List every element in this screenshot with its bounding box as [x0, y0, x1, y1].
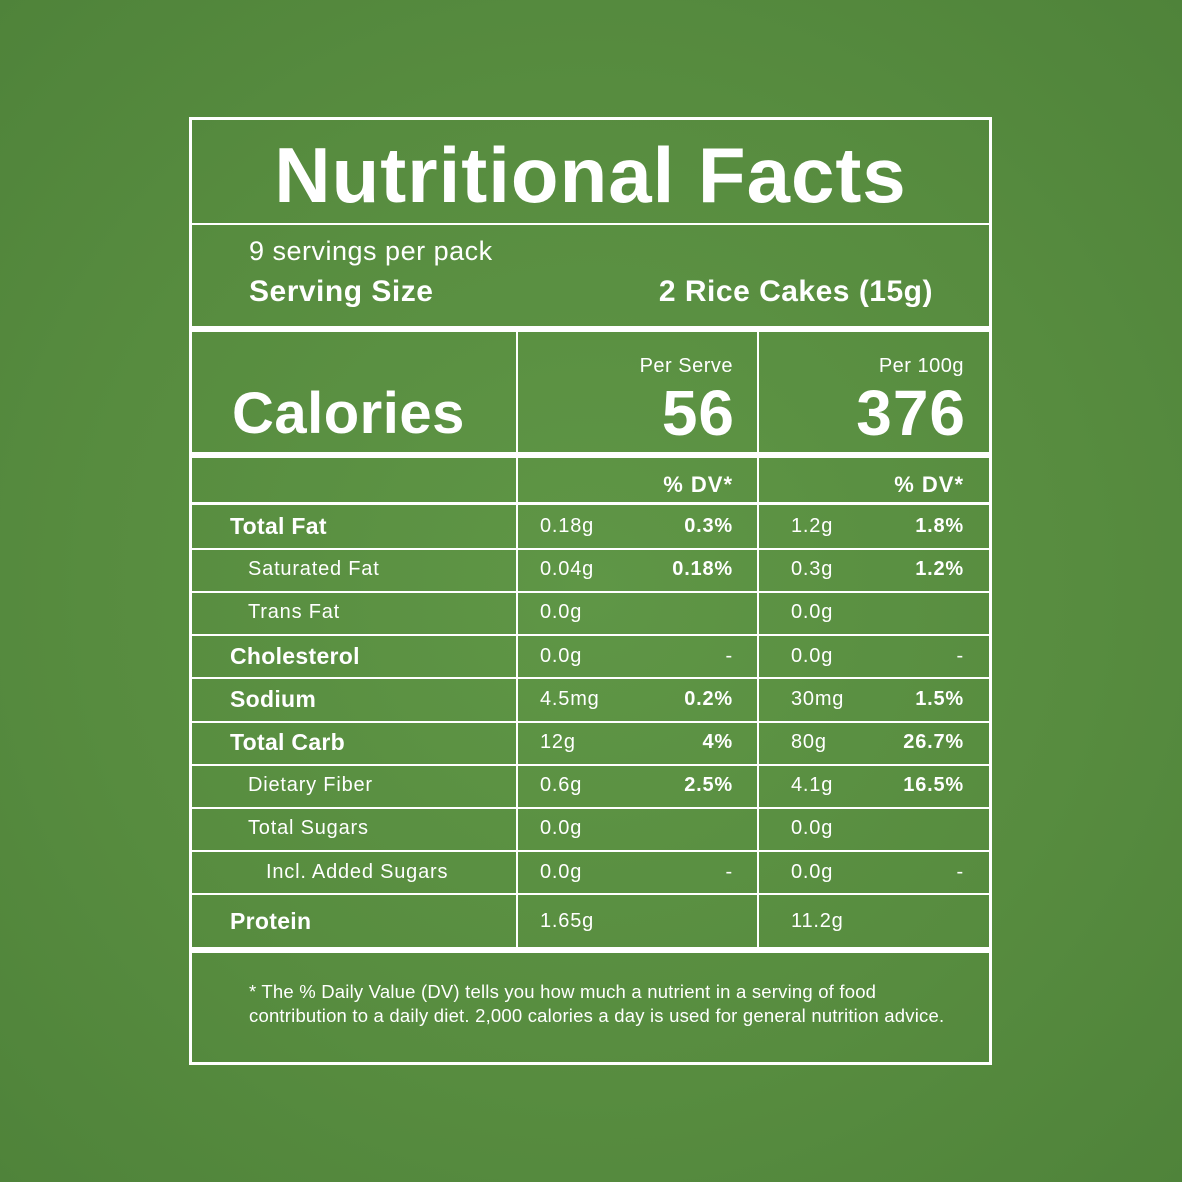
per-serve-dv: 0.2%	[684, 687, 733, 710]
per-100g-label: Per 100g	[878, 355, 964, 377]
divider	[192, 502, 989, 505]
nutrient-name: Dietary Fiber	[248, 774, 373, 797]
calories-label: Calories	[232, 381, 465, 446]
row-divider	[192, 893, 989, 896]
row-divider	[192, 850, 989, 853]
table-row: Cholesterol 0.0g - 0.0g -	[192, 636, 989, 677]
calories-per-serve: 56	[661, 377, 735, 449]
per-100g-dv: -	[956, 644, 964, 667]
per-serve-dv: -	[725, 644, 733, 667]
row-divider	[192, 590, 989, 593]
nutrient-name: Sodium	[230, 685, 317, 712]
per-serve-dv: 4%	[702, 731, 733, 753]
panel-title: Nutritional Facts	[274, 131, 907, 219]
per-serve-amount: 0.0g	[540, 601, 583, 624]
table-row: Trans Fat 0.0g 0.0g	[192, 592, 989, 633]
per-serve-amount: 0.0g	[540, 644, 583, 667]
nutrition-facts-panel: Nutritional Facts 9 servings per pack Se…	[189, 117, 992, 1065]
nutrient-name: Total Fat	[230, 513, 327, 539]
table-row: Protein 1.65g 11.2g	[192, 895, 989, 947]
row-divider	[192, 763, 989, 766]
column-divider	[757, 332, 759, 949]
table-row: Sodium 4.5mg 0.2% 30mg 1.5%	[192, 679, 989, 720]
per-serve-amount: 12g	[540, 731, 576, 753]
per-serve-amount: 4.5mg	[540, 687, 600, 710]
divider	[192, 223, 989, 225]
nutrient-name: Incl. Added Sugars	[266, 860, 449, 883]
per-100g-amount: 30mg	[791, 687, 845, 710]
per-serve-dv: 0.3%	[684, 515, 733, 537]
row-divider	[192, 806, 989, 809]
per-100g-amount: 1.2g	[791, 515, 834, 537]
per-100g-amount: 0.0g	[791, 860, 834, 883]
column-divider	[516, 332, 518, 949]
nutrient-name: Total Sugars	[248, 817, 369, 840]
table-row: Saturated Fat 0.04g 0.18% 0.3g 1.2%	[192, 549, 989, 590]
per-100g-amount: 0.0g	[791, 644, 834, 667]
thick-divider	[192, 452, 989, 458]
per-100g-amount: 80g	[791, 731, 827, 753]
per-serve-amount: 0.6g	[540, 774, 583, 797]
table-row: Total Sugars 0.0g 0.0g	[192, 808, 989, 849]
per-100g-dv: -	[956, 860, 964, 883]
per-100g-dv: 1.5%	[915, 687, 964, 710]
dv-header-serve: % DV*	[663, 472, 733, 497]
table-row: Dietary Fiber 0.6g 2.5% 4.1g 16.5%	[192, 765, 989, 806]
per-serve-amount: 0.0g	[540, 817, 583, 840]
row-divider	[192, 720, 989, 723]
nutrient-name: Trans Fat	[248, 601, 341, 624]
row-divider	[192, 634, 989, 637]
serving-size-value: 2 Rice Cakes (15g)	[658, 275, 933, 308]
per-serve-dv: 0.18%	[672, 558, 733, 581]
per-100g-amount: 0.0g	[791, 817, 834, 840]
per-serve-amount: 1.65g	[540, 909, 595, 932]
table-row: Total Carb 12g 4% 80g 26.7%	[192, 722, 989, 763]
table-row: Total Fat 0.18g 0.3% 1.2g 1.8%	[192, 506, 989, 547]
thick-divider	[192, 947, 989, 953]
table-row: Incl. Added Sugars 0.0g - 0.0g -	[192, 852, 989, 893]
serving-size-label: Serving Size	[249, 275, 434, 308]
row-divider	[192, 547, 989, 550]
per-100g-amount: 0.3g	[791, 558, 834, 581]
calories-per-100g: 376	[856, 377, 966, 449]
per-serve-amount: 0.18g	[540, 515, 595, 537]
per-100g-dv: 26.7%	[903, 731, 964, 753]
per-100g-amount: 11.2g	[791, 909, 844, 932]
per-serve-amount: 0.0g	[540, 860, 583, 883]
per-100g-amount: 4.1g	[791, 774, 834, 797]
servings-per-pack: 9 servings per pack	[249, 236, 493, 266]
per-100g-dv: 16.5%	[903, 774, 964, 797]
nutrient-name: Saturated Fat	[248, 558, 380, 581]
per-serve-dv: 2.5%	[684, 774, 733, 797]
dv-header-100g: % DV*	[894, 472, 964, 497]
nutrient-name: Total Carb	[230, 729, 346, 755]
per-100g-dv: 1.8%	[915, 515, 964, 537]
thick-divider	[192, 326, 989, 332]
per-serve-amount: 0.04g	[540, 558, 595, 581]
per-100g-amount: 0.0g	[791, 601, 834, 624]
row-divider	[192, 677, 989, 680]
per-serve-label: Per Serve	[639, 355, 733, 377]
per-serve-dv: -	[725, 860, 733, 883]
daily-value-footnote: * The % Daily Value (DV) tells you how m…	[249, 981, 945, 1026]
per-100g-dv: 1.2%	[915, 558, 964, 581]
nutrient-name: Protein	[230, 907, 312, 934]
nutrient-name: Cholesterol	[230, 642, 360, 669]
